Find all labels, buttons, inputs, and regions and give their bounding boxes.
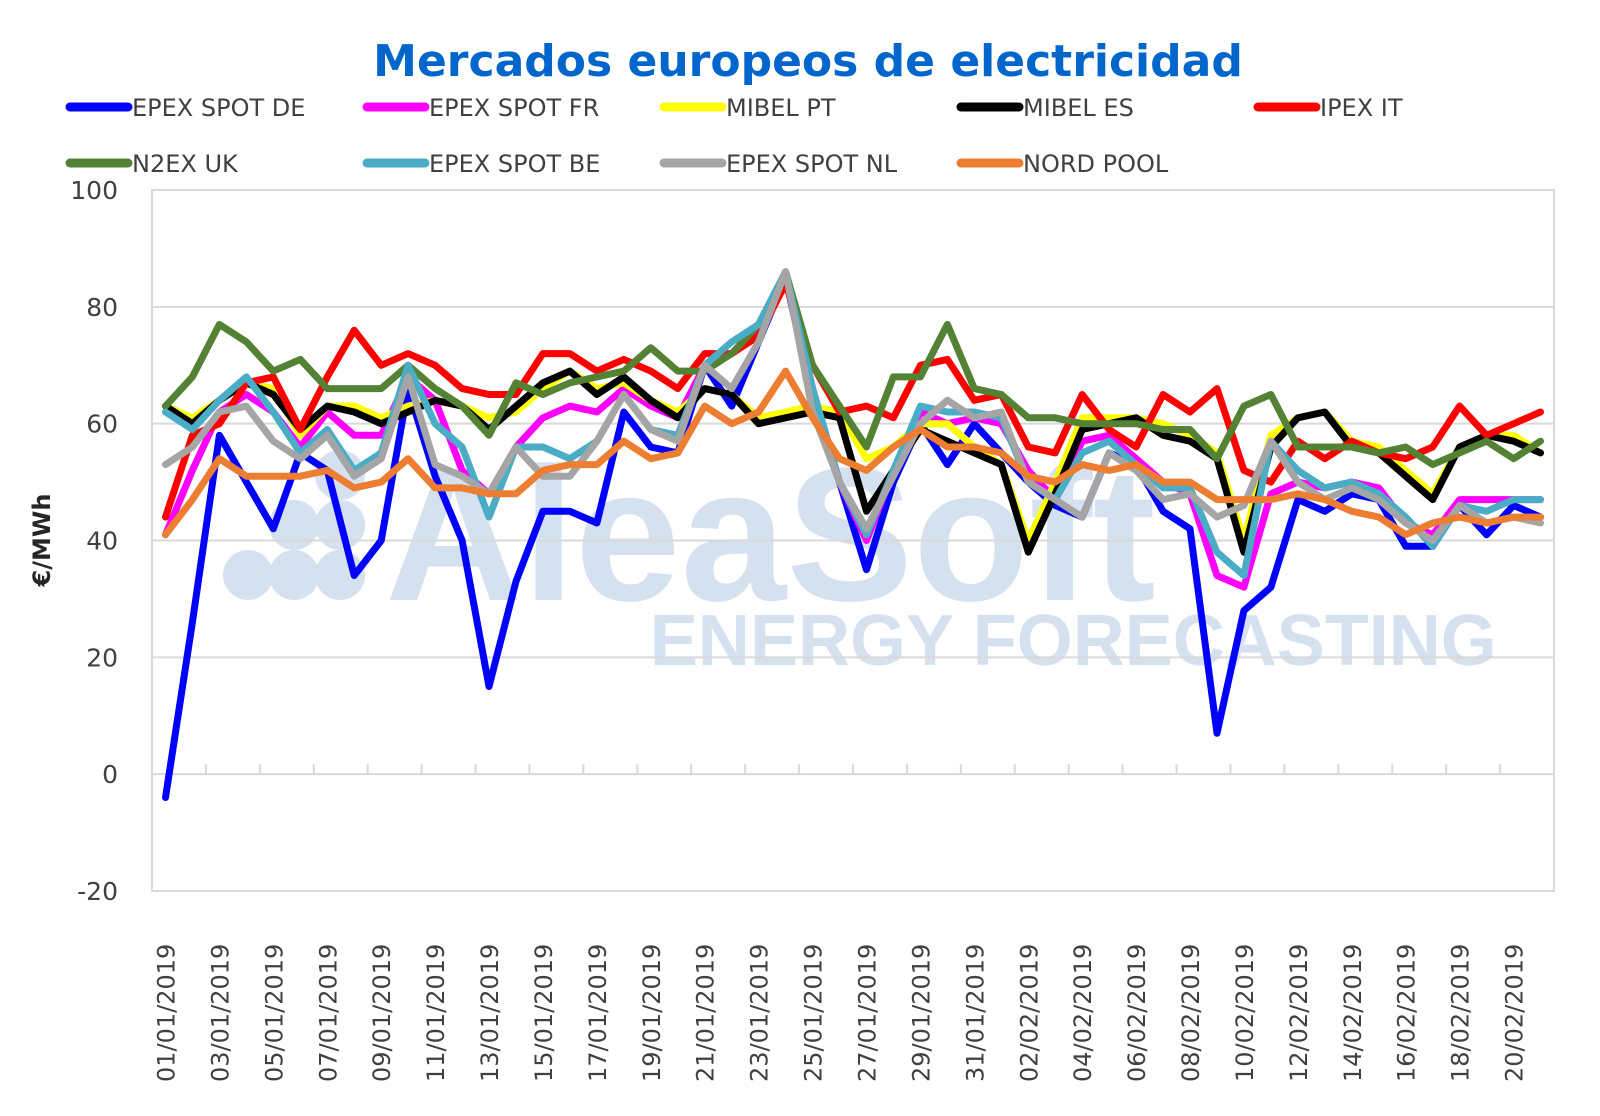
x-tick-label: 17/01/2019 [584, 944, 612, 1082]
y-tick-label: 40 [86, 527, 118, 556]
y-tick-label: 20 [86, 643, 118, 672]
y-tick-label: -20 [77, 877, 118, 906]
legend-label: EPEX SPOT DE [132, 94, 305, 122]
x-tick-label: 19/01/2019 [638, 944, 666, 1082]
x-tick-label: 03/01/2019 [206, 944, 234, 1082]
series-group [162, 268, 1544, 801]
x-tick-label: 18/02/2019 [1447, 944, 1475, 1082]
legend-item: EPEX SPOT BE [362, 150, 600, 178]
x-tick-label: 04/02/2019 [1069, 944, 1097, 1082]
x-tick-label: 23/01/2019 [746, 944, 774, 1082]
x-tick-label: 07/01/2019 [314, 944, 342, 1082]
legend-label: EPEX SPOT BE [429, 150, 600, 178]
legend-item: IPEX IT [1253, 94, 1403, 122]
x-tick-label: 29/01/2019 [907, 944, 935, 1082]
y-axis-label: €/MWh [28, 494, 56, 588]
y-tick-label: 60 [86, 410, 118, 439]
x-tick-label: 06/02/2019 [1123, 944, 1151, 1082]
x-tick-label: 09/01/2019 [368, 944, 396, 1082]
x-tick-label: 20/02/2019 [1501, 944, 1529, 1082]
series-line-nord-pool [162, 367, 1544, 539]
legend-label: MIBEL ES [1023, 94, 1134, 122]
x-tick-label: 01/01/2019 [152, 944, 180, 1082]
y-tick-label: 80 [86, 293, 118, 322]
legend-item: EPEX SPOT NL [659, 150, 898, 178]
x-tick-label: 13/01/2019 [476, 944, 504, 1082]
legend-label: NORD POOL [1023, 150, 1169, 178]
x-tick-label: 12/02/2019 [1285, 944, 1313, 1082]
x-tick-label: 05/01/2019 [260, 944, 288, 1082]
series-line-epex-spot-de [162, 274, 1544, 801]
y-axis: -20 0 20 40 60 80 100 [70, 176, 118, 906]
x-tick-label: 27/01/2019 [853, 944, 881, 1082]
y-tick-label: 0 [102, 760, 118, 789]
legend-label: MIBEL PT [726, 94, 836, 122]
x-tick-label: 25/01/2019 [800, 944, 828, 1082]
x-tick-label: 21/01/2019 [692, 944, 720, 1082]
x-tick-label: 02/02/2019 [1015, 944, 1043, 1082]
legend-item: MIBEL ES [956, 94, 1134, 122]
x-axis: 01/01/2019 03/01/2019 05/01/2019 07/01/2019… [152, 764, 1555, 1082]
legend-item: N2EX UK [65, 150, 239, 178]
legend-label: N2EX UK [132, 150, 239, 178]
x-tick-label: 16/02/2019 [1393, 944, 1421, 1082]
x-tick-label: 31/01/2019 [961, 944, 989, 1082]
y-tick-label: 100 [70, 176, 118, 205]
x-tick-label: 11/01/2019 [422, 944, 450, 1082]
series-line-n2ex-uk [162, 268, 1544, 469]
legend-item: NORD POOL [956, 150, 1169, 178]
legend: EPEX SPOT DE EPEX SPOT FR MIBEL PT MIBEL ES… [65, 94, 1403, 178]
x-tick-label: 10/02/2019 [1231, 944, 1259, 1082]
gridlines [152, 189, 1554, 892]
watermark-sub: ENERGY FORECASTING [650, 601, 1497, 681]
legend-label: IPEX IT [1320, 94, 1403, 122]
legend-label: EPEX SPOT NL [726, 150, 898, 178]
series-line-epex-spot-nl [162, 268, 1544, 544]
x-tick-label: 08/02/2019 [1177, 944, 1205, 1082]
legend-item: MIBEL PT [659, 94, 836, 122]
legend-label: EPEX SPOT FR [429, 94, 599, 122]
plot-area [151, 189, 1555, 892]
legend-item: EPEX SPOT FR [362, 94, 599, 122]
legend-item: EPEX SPOT DE [65, 94, 305, 122]
chart-title: Mercados europeos de electricidad [373, 36, 1243, 87]
x-tick-label: 14/02/2019 [1339, 944, 1367, 1082]
x-tick-label: 15/01/2019 [530, 944, 558, 1082]
